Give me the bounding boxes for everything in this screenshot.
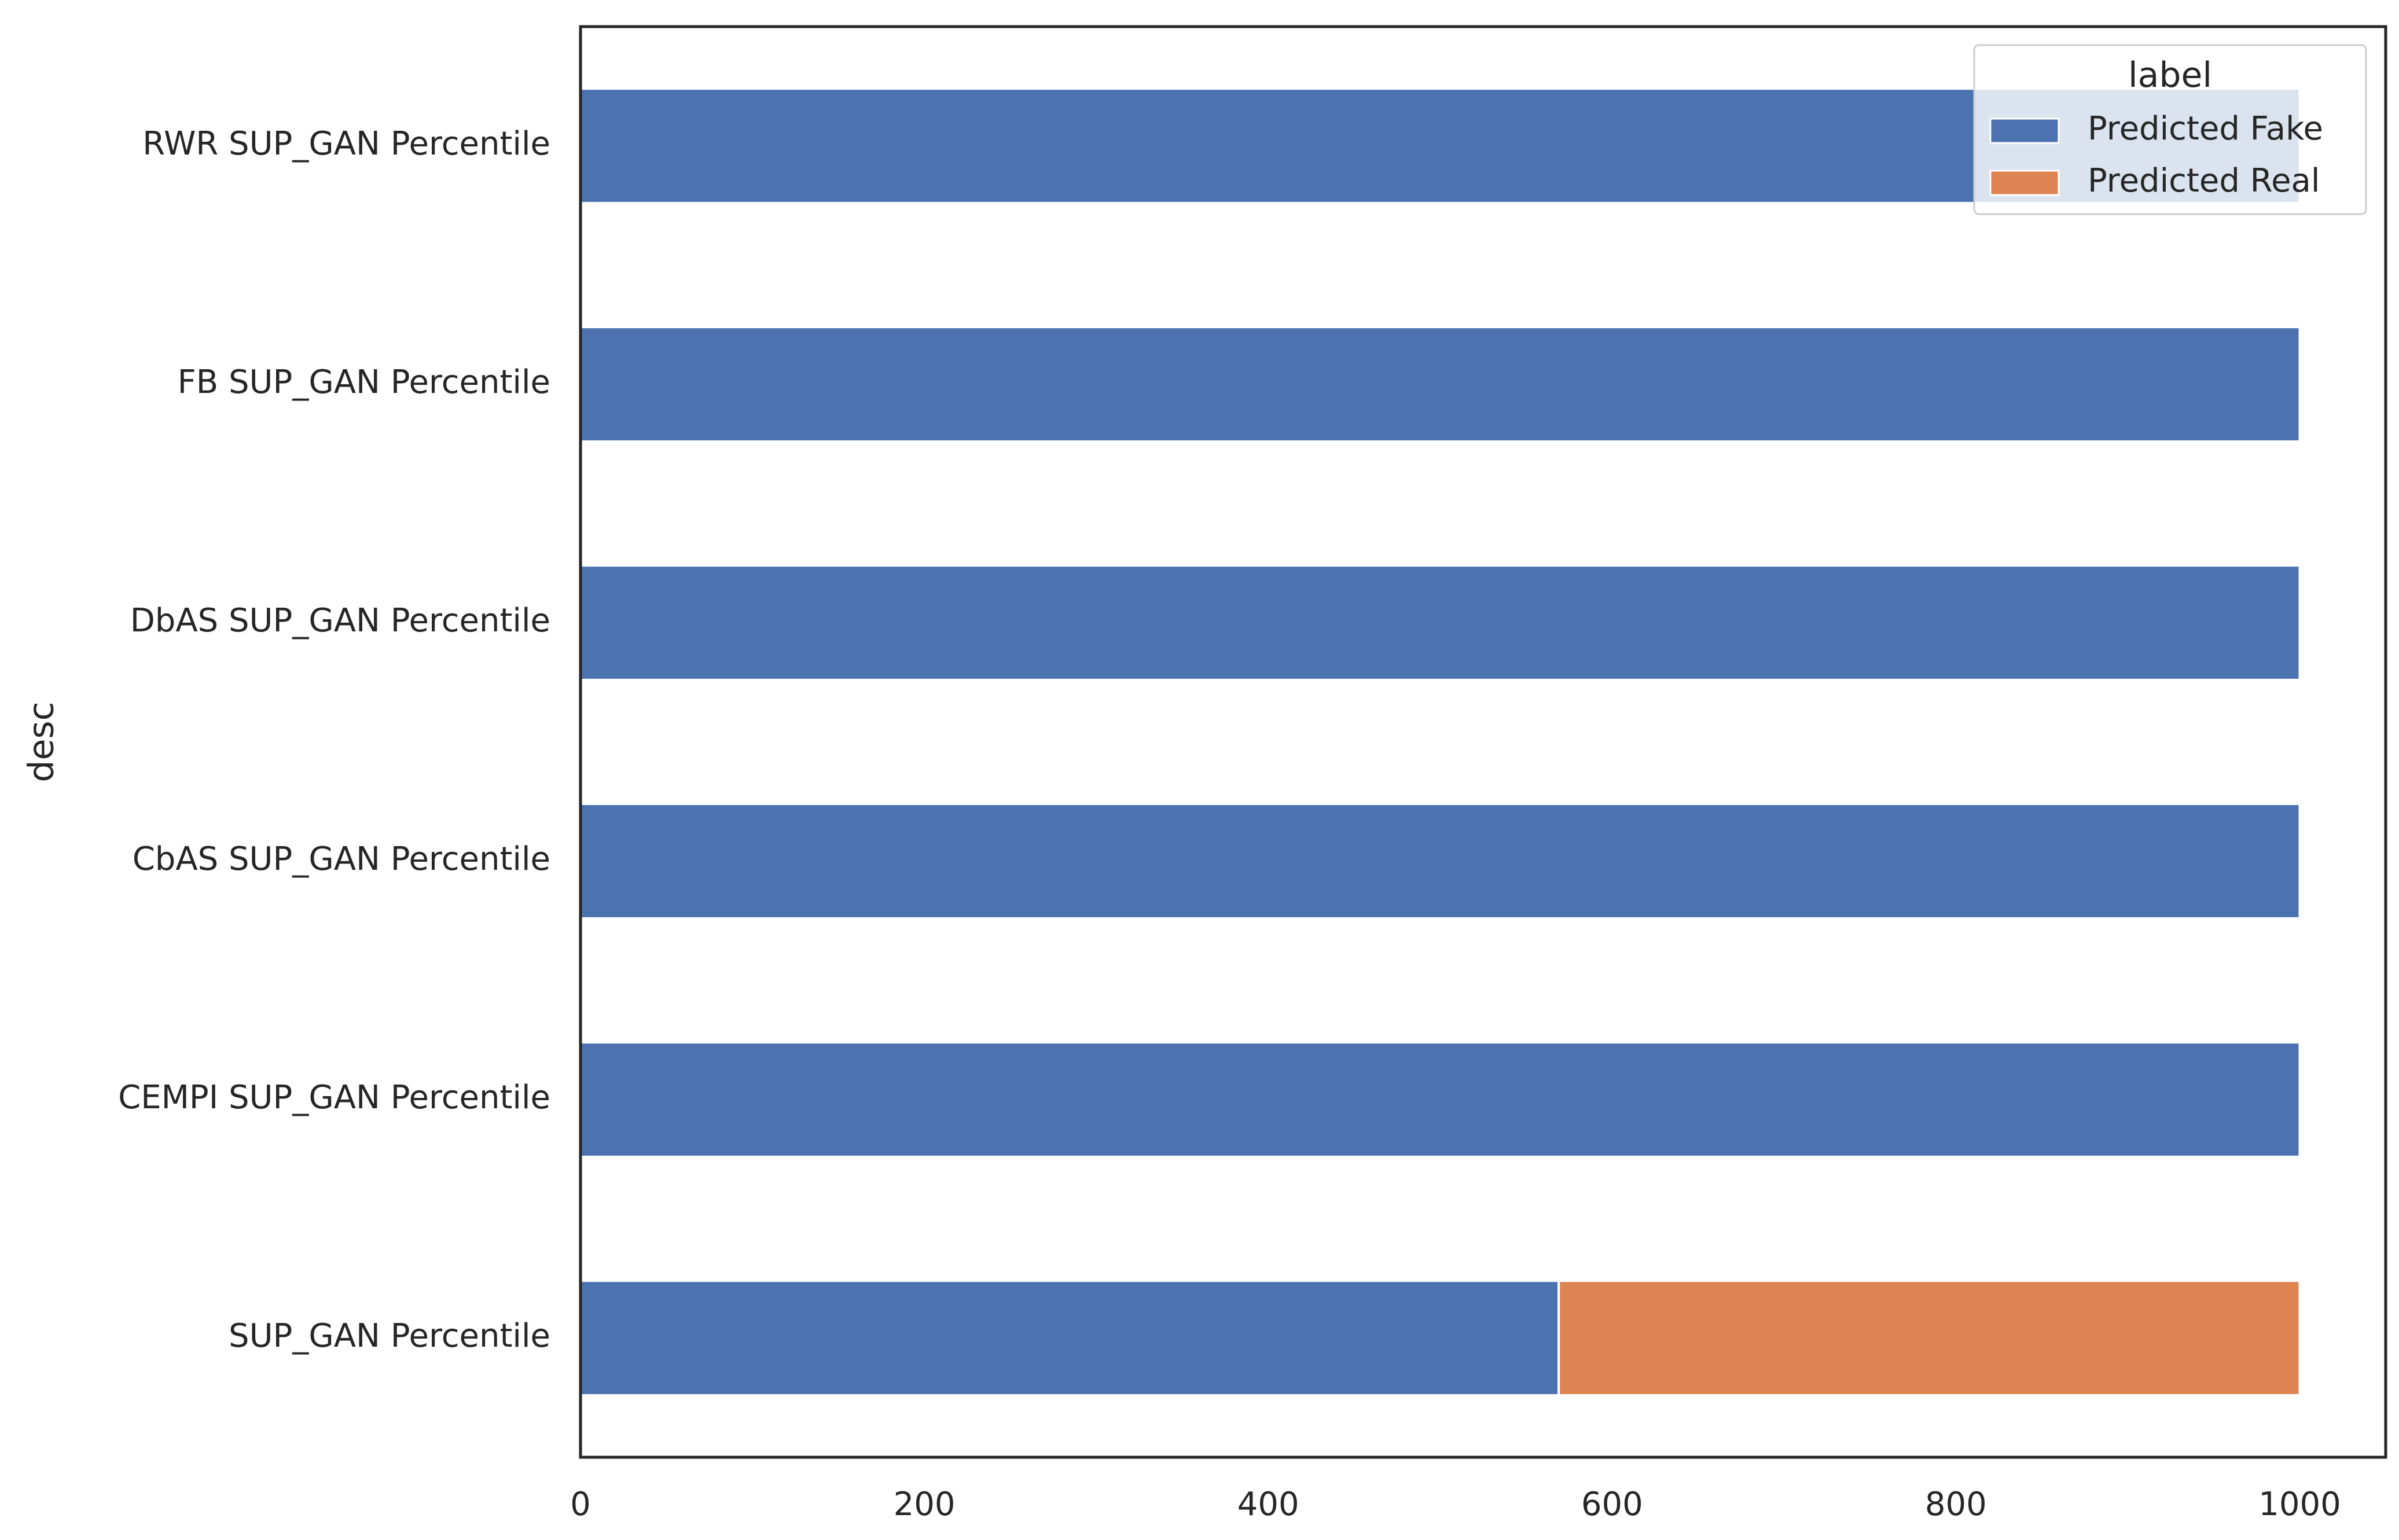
plot-frame xyxy=(579,25,2387,1459)
legend-swatch-1 xyxy=(1989,170,2060,196)
legend-swatch-0 xyxy=(1989,117,2060,144)
bar-predicted-fake-5 xyxy=(579,1280,1560,1396)
x-tick-label: 800 xyxy=(1925,1486,1987,1523)
legend: label Predicted Fake Predicted Real xyxy=(1973,44,2367,215)
legend-box xyxy=(1973,44,2367,215)
y-tick-label: FB SUP_GAN Percentile xyxy=(178,363,550,401)
legend-label-1: Predicted Real xyxy=(2088,162,2320,200)
bar-predicted-fake-3 xyxy=(579,803,2301,920)
y-axis-title: desc xyxy=(21,701,62,782)
x-tick-label: 200 xyxy=(894,1486,956,1523)
bar-predicted-fake-4 xyxy=(579,1041,2301,1158)
x-tick-label: 400 xyxy=(1237,1486,1299,1523)
y-tick-label: CEMPI SUP_GAN Percentile xyxy=(118,1079,550,1116)
y-tick-labels: RWR SUP_GAN Percentile FB SUP_GAN Percent… xyxy=(118,125,550,1355)
bar-predicted-real-5 xyxy=(1557,1280,2301,1396)
y-tick-label: CbAS SUP_GAN Percentile xyxy=(133,840,550,878)
y-tick-label: RWR SUP_GAN Percentile xyxy=(142,125,550,163)
y-tick-label: SUP_GAN Percentile xyxy=(229,1317,550,1355)
x-tick-label: 1000 xyxy=(2258,1486,2341,1523)
legend-label-0: Predicted Fake xyxy=(2088,110,2323,148)
bar-predicted-fake-2 xyxy=(579,564,2301,681)
legend-items: Predicted Fake Predicted Real xyxy=(1989,110,2323,200)
y-tick-label: DbAS SUP_GAN Percentile xyxy=(130,602,550,639)
x-tick-label: 0 xyxy=(570,1486,591,1523)
x-tick-labels: 0 200 400 600 800 1000 xyxy=(570,1486,2341,1523)
x-tick-label: 600 xyxy=(1581,1486,1643,1523)
bar-predicted-fake-1 xyxy=(579,326,2301,443)
legend-title: label xyxy=(2128,55,2212,95)
